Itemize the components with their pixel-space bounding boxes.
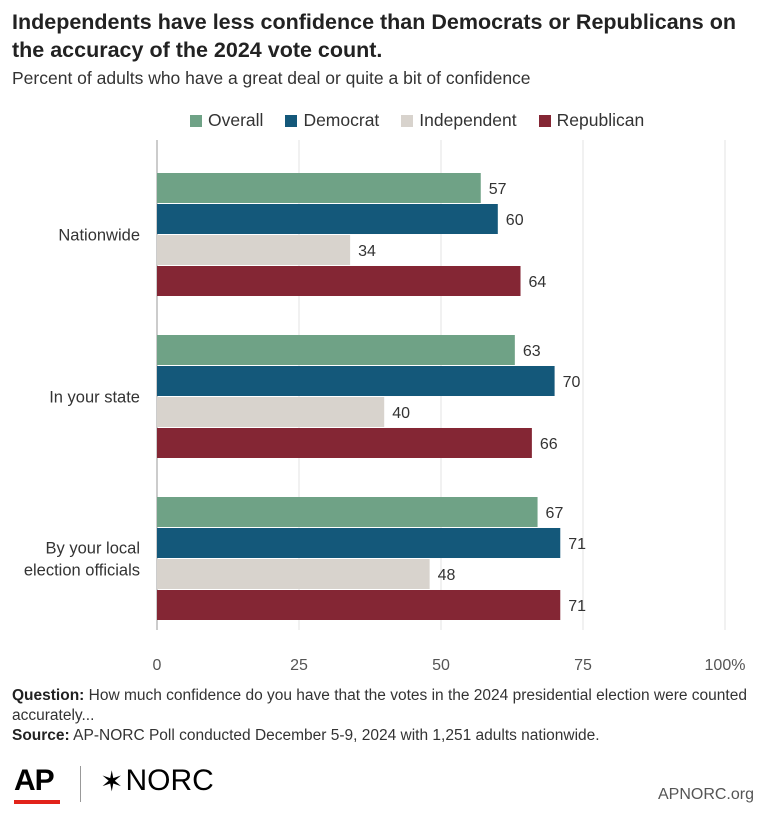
chart-notes: Question: How much confidence do you hav… <box>12 686 752 746</box>
source-text: AP-NORC Poll conducted December 5-9, 202… <box>73 727 600 744</box>
data-label: 71 <box>568 536 586 553</box>
legend-swatch <box>401 114 414 127</box>
norc-star-icon: ✶ <box>100 765 124 797</box>
bar <box>157 335 515 365</box>
data-label: 71 <box>568 598 586 615</box>
bar <box>157 235 351 265</box>
data-label: 57 <box>489 181 507 198</box>
data-label: 67 <box>546 505 564 522</box>
data-label: 63 <box>523 343 541 360</box>
norc-logo: ✶ NORC <box>100 764 214 798</box>
data-label: 70 <box>563 374 581 391</box>
chart-subtitle: Percent of adults who have a great deal … <box>12 68 531 88</box>
site-url: APNORC.org <box>657 786 754 803</box>
data-label: 60 <box>506 212 524 229</box>
x-tick-label: 0 <box>153 657 162 674</box>
legend-item-overall: Overall <box>190 110 263 131</box>
bar <box>157 204 498 234</box>
chart-title: Independents have less confidence than D… <box>12 10 737 62</box>
category-label: election officials <box>24 562 140 580</box>
category-label: In your state <box>49 389 140 407</box>
bar <box>157 366 555 396</box>
legend-label: Republican <box>556 110 645 130</box>
legend-item-republican: Republican <box>538 110 645 131</box>
bar <box>157 590 561 620</box>
legend-item-independent: Independent <box>401 110 517 131</box>
data-label: 64 <box>529 274 547 291</box>
legend-label: Overall <box>208 110 264 130</box>
data-label: 66 <box>540 436 558 453</box>
bar <box>157 266 521 296</box>
category-label: Nationwide <box>58 227 140 245</box>
norc-logo-text: NORC <box>125 764 214 797</box>
legend-label: Independent <box>419 110 517 130</box>
source-note: Source: AP-NORC Poll conducted December … <box>12 726 752 746</box>
bar <box>157 428 532 458</box>
ap-logo: AP <box>14 764 55 797</box>
x-tick-label: 100% <box>705 657 746 674</box>
legend-swatch <box>538 114 551 127</box>
x-tick-label: 50 <box>432 657 450 674</box>
x-tick-label: 75 <box>574 657 592 674</box>
source-label: Source: <box>12 727 70 744</box>
legend-item-democrat: Democrat <box>285 110 379 131</box>
bar <box>157 528 561 558</box>
legend: Overall Democrat Independent Republican <box>190 110 666 131</box>
ap-logo-underline <box>14 800 60 804</box>
category-label: By your local <box>46 540 140 558</box>
bar <box>157 397 385 427</box>
bar <box>157 559 430 589</box>
legend-label: Democrat <box>303 110 380 130</box>
data-label: 34 <box>358 243 376 260</box>
data-label: 48 <box>438 567 456 584</box>
x-tick-label: 25 <box>290 657 308 674</box>
question-text: How much confidence do you have that the… <box>12 687 747 724</box>
logo-divider <box>80 766 81 802</box>
question-note: Question: How much confidence do you hav… <box>12 686 752 726</box>
question-label: Question: <box>12 687 85 704</box>
bar <box>157 173 481 203</box>
legend-swatch <box>190 114 202 127</box>
data-label: 40 <box>392 405 410 422</box>
bar-chart: 0 25 50 75 100% 57 60 34 64 Nationwide 63 70 40 66 In … <box>24 140 746 674</box>
bar <box>157 497 538 527</box>
legend-swatch <box>285 114 298 127</box>
